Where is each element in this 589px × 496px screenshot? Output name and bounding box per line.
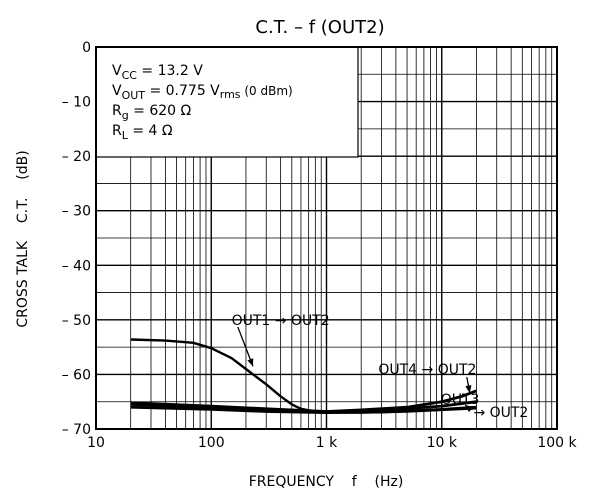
x-tick-label: 100 (198, 435, 225, 451)
chart-title: C.T. – f (OUT2) (255, 17, 384, 38)
y-tick-label: – 70 (62, 422, 91, 438)
annotation-label: OUT1 → OUT2 (232, 313, 330, 329)
x-tick-label: 1 k (316, 435, 338, 451)
plot-frame (95, 46, 558, 430)
y-tick-label: – 30 (62, 204, 91, 220)
annotation-arrow-head (247, 358, 254, 367)
y-tick-label: – 20 (62, 149, 91, 165)
annotation-label: OUT3 (441, 392, 480, 408)
x-tick-label: 10 k (427, 435, 458, 451)
condition-line: Rg = 620 Ω (112, 103, 192, 122)
series-line (130, 405, 477, 414)
y-tick-label: 0 (82, 40, 91, 56)
y-tick-label: – 40 (62, 258, 91, 274)
annotations: OUT1 → OUT2 OUT4 → OUT2 OUT3→ OUT2 (232, 313, 529, 421)
condition-line: RL = 4 Ω (112, 123, 173, 142)
y-tick-label: – 50 (62, 313, 91, 329)
x-tick-label: 100 k (537, 435, 577, 451)
x-tick-labels: 10 100 1 k 10 k 100 k (87, 435, 577, 451)
y-axis-label: CROSS TALK C.T. (dB) (15, 150, 31, 327)
annotation-arrow-head (465, 385, 472, 393)
annotation-label: → OUT2 (473, 405, 528, 421)
y-tick-labels: 0 – 10 – 20 – 30 – 40 – 50 – 60 – 70 (62, 40, 91, 438)
y-tick-label: – 10 (62, 95, 91, 111)
x-tick-label: 10 (87, 435, 105, 451)
conditions-box (95, 46, 359, 158)
annotation-label: OUT4 → OUT2 (378, 362, 476, 378)
y-tick-label: – 60 (62, 367, 91, 383)
condition-line: VOUT = 0.775 Vrms (0 dBm) (112, 83, 293, 102)
annotation-arrows (237, 326, 473, 413)
annotation-arrow-head (465, 404, 473, 413)
condition-line: VCC = 13.2 V (112, 63, 203, 82)
series-lines (130, 338, 477, 414)
x-axis-label: FREQUENCY f (Hz) (249, 474, 404, 490)
